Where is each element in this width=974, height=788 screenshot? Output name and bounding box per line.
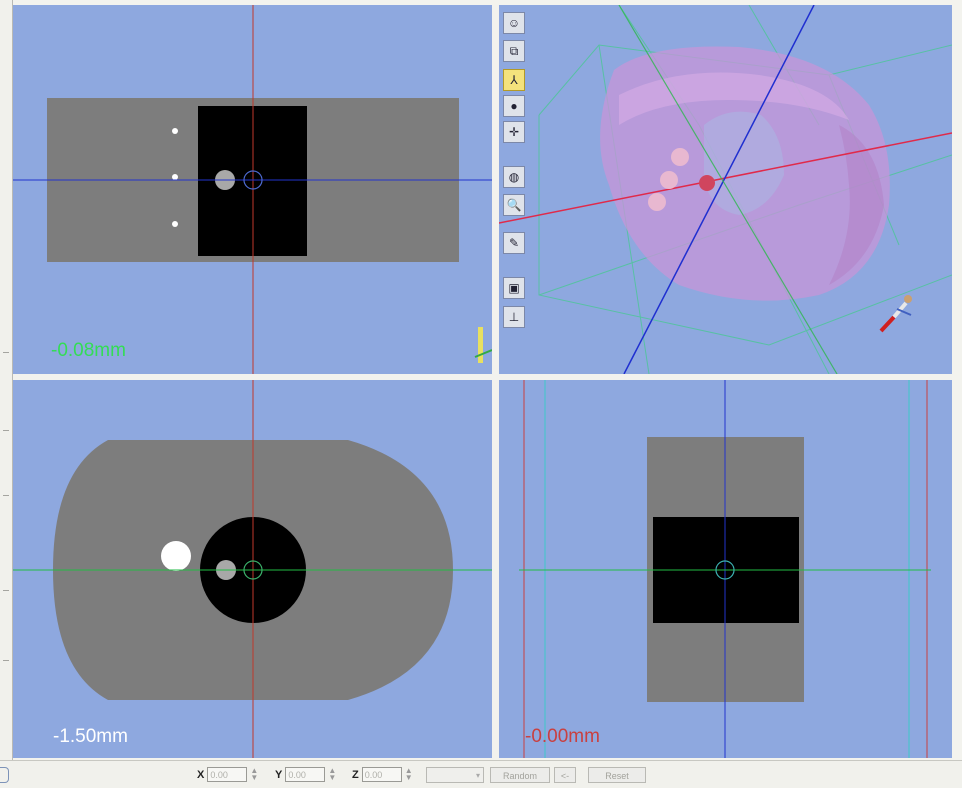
z-input[interactable]: 0.00 xyxy=(361,767,402,782)
zoom-icon[interactable]: 🔍 xyxy=(503,194,525,216)
scale-bar xyxy=(474,327,492,363)
back-button[interactable]: <- xyxy=(554,767,576,783)
contact-sphere xyxy=(671,148,689,166)
mode-select[interactable]: ▾ xyxy=(426,767,484,783)
left-edge-panel xyxy=(0,0,13,760)
coronal-viewport[interactable]: -1.50mm xyxy=(13,380,492,758)
random-button[interactable]: Random xyxy=(490,767,550,783)
crosshair-icon[interactable]: ✛ xyxy=(503,121,525,143)
marker-dot xyxy=(172,128,178,134)
coronal-slice-label: -1.50mm xyxy=(53,726,128,747)
axis-blue xyxy=(623,5,815,374)
views-icon[interactable]: ⧉ xyxy=(503,40,525,62)
axial-viewport[interactable]: -0.08mm xyxy=(13,5,492,374)
target-marker xyxy=(715,560,735,580)
axes-icon[interactable]: ⅄ xyxy=(503,69,525,91)
model-icon[interactable]: ◍ xyxy=(503,166,525,188)
target-marker xyxy=(243,170,263,190)
marker-dot xyxy=(172,174,178,180)
x-spinner[interactable]: ▲ ▼ xyxy=(250,766,259,782)
monitor-icon[interactable]: ▣ xyxy=(503,277,525,299)
status-bar: X 0.00 ▲ ▼ Y 0.00 ▲ ▼ Z 0.00 ▲ ▼ ▾ Random <… xyxy=(0,760,962,788)
vertical-splitter[interactable] xyxy=(492,5,499,758)
y-label: Y xyxy=(275,768,283,781)
z-label: Z xyxy=(352,768,359,781)
panel-toggle[interactable] xyxy=(0,767,9,783)
y-spinner[interactable]: ▲ ▼ xyxy=(328,766,337,782)
axis-orientation-icon[interactable]: ⊥ xyxy=(503,306,525,328)
axis-green xyxy=(618,5,838,374)
x-input[interactable]: 0.00 xyxy=(207,767,248,782)
z-spinner[interactable]: ▲ ▼ xyxy=(404,766,413,782)
orientation-figure-icon xyxy=(879,295,912,333)
contact-sphere xyxy=(660,171,678,189)
x-coordinate: X 0.00 ▲ ▼ xyxy=(197,767,258,782)
target-marker xyxy=(243,560,263,580)
reset-button[interactable]: Reset xyxy=(588,767,646,783)
sphere-icon[interactable]: ● xyxy=(503,95,525,117)
y-input[interactable]: 0.00 xyxy=(285,767,326,782)
x-label: X xyxy=(197,768,205,781)
contact-sphere xyxy=(648,193,666,211)
horizontal-splitter[interactable] xyxy=(13,374,952,380)
z-coordinate: Z 0.00 ▲ ▼ xyxy=(352,767,413,782)
axial-slice-label: -0.08mm xyxy=(51,340,126,361)
target-sphere xyxy=(699,175,715,191)
marker-dot xyxy=(172,221,178,227)
3d-viewport[interactable] xyxy=(499,5,952,374)
sagittal-slice-label: -0.00mm xyxy=(525,726,600,747)
edit-icon[interactable]: ✎ xyxy=(503,232,525,254)
head-view-icon[interactable]: ☺ xyxy=(503,12,525,34)
sagittal-viewport[interactable]: -0.00mm xyxy=(499,380,952,758)
marker-dot xyxy=(161,541,191,571)
y-coordinate: Y 0.00 ▲ ▼ xyxy=(275,767,336,782)
